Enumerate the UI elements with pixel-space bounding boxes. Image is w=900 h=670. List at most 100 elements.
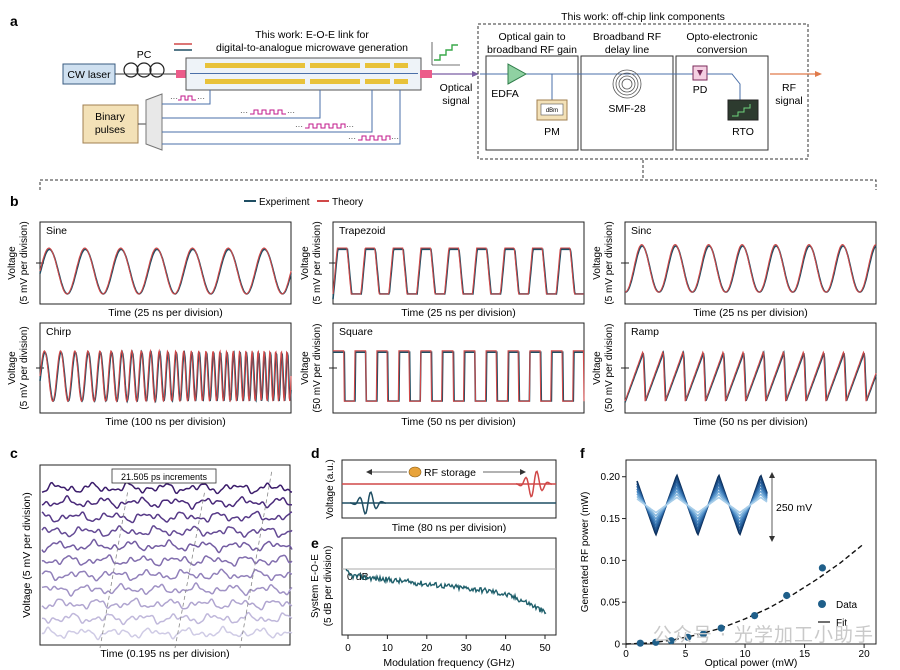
e-xtick-label: 10 [382, 643, 394, 654]
plot-xlabel: Time (50 ns per division) [401, 416, 516, 428]
box2-title-line2: delay line [605, 44, 650, 56]
plot-ylabel-2: (5 mV per division) [19, 326, 30, 409]
time-shift-trace [41, 481, 293, 495]
experiment-trace [624, 350, 877, 403]
panel-c-label: c [10, 445, 18, 461]
output-pulse [515, 470, 553, 498]
theory-trace [39, 348, 292, 404]
panel-d-ylabel: Voltage (a.u.) [325, 459, 336, 518]
pd-label: PD [693, 84, 708, 96]
panel-b-label: b [10, 193, 19, 209]
data-point [717, 624, 725, 632]
data-point [783, 591, 791, 600]
increment-box [111, 468, 217, 484]
f-ytick-label: 0.05 [601, 598, 621, 609]
box3-title-line1: Opto-electronic [686, 31, 757, 43]
panel-d-frame [341, 459, 557, 519]
eoe-response-curve [345, 568, 547, 615]
f-ytick-label: 0.15 [601, 514, 621, 525]
edfa-label: EDFA [491, 88, 518, 100]
legend-experiment: Experiment [259, 197, 310, 208]
shift-guide-line [99, 489, 129, 649]
svg-text:···: ··· [348, 134, 356, 143]
legend-data-marker [818, 600, 826, 608]
time-shift-trace [41, 568, 293, 582]
time-shift-trace [41, 538, 293, 554]
legend-b: Experiment Theory [244, 197, 363, 208]
theory-trace [39, 247, 292, 295]
plot-ylabel-2: (5 mV per division) [19, 221, 30, 304]
box1-title-line1: Optical gain to [498, 31, 565, 43]
legend-data-label: Data [836, 600, 858, 611]
plot-title: Sinc [631, 225, 651, 237]
plot-title: Trapezoid [339, 225, 385, 237]
plot-ramp: Ramp Voltage (50 mV per division) Time (50 … [592, 322, 877, 428]
rf-signal-line1: RF [782, 82, 796, 94]
data-point [636, 639, 644, 647]
pulse-ellipsis: ··· ··· ··· ··· ··· ··· ··· ··· [170, 94, 399, 143]
plot-square: Square Voltage (50 mV per division) Time (5… [300, 322, 585, 428]
svg-text:···: ··· [346, 122, 354, 131]
f-xtick-label: 0 [623, 649, 629, 660]
rf-signal-line2: signal [775, 95, 802, 107]
work-title-line2: digital-to-analogue microwave generation [216, 42, 408, 54]
box1-title-line2: broadband RF gain [487, 44, 577, 56]
binary-pulses-line2: pulses [95, 124, 125, 136]
inset-trace [636, 486, 768, 524]
cw-laser-label: CW laser [67, 69, 111, 81]
plot-sinc: Sinc Voltage (5 mV per division) Time (25 n… [592, 221, 877, 319]
experiment-trace [333, 351, 584, 402]
inset-trace [636, 493, 768, 517]
data-point [684, 633, 692, 641]
time-shift-trace [41, 581, 293, 598]
binary-pulses-line1: Binary [95, 111, 126, 123]
offchip-container [477, 23, 809, 160]
theory-trace [333, 350, 585, 402]
panel-e-label: e [311, 535, 319, 551]
plot-title: Sine [46, 225, 67, 237]
pc-coils-icon [123, 62, 165, 78]
rf-storage-label: RF storage [424, 467, 476, 479]
plot-ylabel-2: (5 mV per division) [312, 221, 323, 304]
svg-text:···: ··· [391, 134, 399, 143]
plot-ylabel-1: Voltage [300, 351, 311, 385]
time-shift-trace [41, 554, 293, 567]
panel-e-xlabel: Modulation frequency (GHz) [383, 657, 514, 669]
shift-guide-line [174, 489, 206, 649]
inset-trace [636, 490, 768, 521]
plot-title-bg [628, 224, 655, 237]
plot-xlabel: Time (25 ns per division) [108, 307, 223, 319]
time-shift-trace [41, 625, 293, 641]
box3-title-line2: conversion [697, 44, 748, 56]
panel-e-ylabel1: System E-O-E [310, 554, 321, 618]
plot-frame [624, 221, 877, 305]
plot-title: Ramp [631, 326, 659, 338]
data-point [751, 612, 759, 620]
panel-c-frame [39, 464, 291, 646]
input-pulse [349, 491, 387, 515]
data-point [667, 637, 675, 645]
plot-ylabel-1: Voltage [7, 351, 18, 385]
e-xtick-label: 40 [500, 643, 512, 654]
optical-signal-line1: Optical [440, 82, 473, 94]
dbm-label: dBm [546, 108, 558, 114]
f-ytick-label: 0.10 [601, 556, 621, 567]
scale-label: 250 mV [776, 502, 812, 514]
plot-ylabel-1: Voltage [7, 246, 18, 280]
f-xtick-label: 20 [859, 649, 871, 660]
chip-electrodes [190, 63, 418, 84]
panel-d-label: d [311, 445, 320, 461]
edfa-amplifier-icon [507, 63, 528, 85]
increment-label: 21.505 ps increments [121, 472, 208, 482]
legend-fit-label: Fit [836, 618, 847, 629]
panel-f-xlabel: Optical power (mW) [705, 657, 798, 669]
binary-pulses-box [82, 104, 139, 144]
plot-xlabel: Time (25 ns per division) [401, 307, 516, 319]
plot-ylabel-2: (5 mV per division) [604, 221, 615, 304]
svg-text:···: ··· [287, 108, 295, 117]
chip-coupler-out [420, 70, 432, 78]
plot-ylabel-1: Voltage [592, 351, 603, 385]
e-xtick-label: 20 [421, 643, 433, 654]
e-xtick-label: 50 [539, 643, 551, 654]
